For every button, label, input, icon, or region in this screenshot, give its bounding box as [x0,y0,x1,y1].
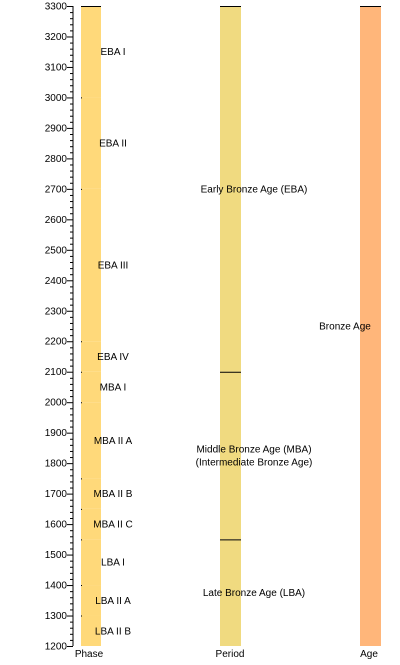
segment-label-period: Late Bronze Age (LBA) [203,588,305,599]
segment-label-period: (Intermediate Bronze Age) [196,458,313,469]
y-tick-label: 1800 [45,459,68,470]
bar-phase-lba-ii-b [81,615,101,646]
bar-period-late-bronze-age-lba [220,539,241,646]
bar-phase-mba-ii-b [81,478,101,509]
y-tick-label: 1500 [45,550,68,561]
bar-phase-mba-i [81,371,101,403]
bar-phase-lba-ii-a [81,585,101,616]
y-tick-label: 1700 [45,489,68,500]
segment-label-period: Middle Bronze Age (MBA) [196,445,311,456]
y-tick-label: 1900 [45,428,68,439]
segment-label-phase: EBA III [98,261,129,272]
y-tick-label: 1200 [45,642,68,653]
segment-label-age: Bronze Age [319,322,371,333]
segment-label-period: Early Bronze Age (EBA) [201,184,308,195]
segment-label-phase: LBA II B [95,626,131,637]
column-label-period: Period [216,649,245,660]
bar-phase-lba-i [81,539,101,586]
y-tick-label: 2900 [45,123,68,134]
bar-phase-eba-i [81,6,101,98]
column-label-phase: Phase [75,649,104,660]
segment-label-phase: MBA II C [93,520,132,531]
y-tick-label: 2800 [45,154,68,165]
y-tick-label: 1600 [45,520,68,531]
y-tick-label: 1400 [45,581,68,592]
y-tick-label: 2600 [45,215,68,226]
segment-label-phase: LBA I [101,558,125,569]
column-label-age: Age [360,649,378,660]
segment-label-phase: EBA II [99,139,127,150]
segment-labels: EBA I EBA II EBA III EBA IV MBA I MBA II A MBA… [93,47,371,637]
bar-age-bronze-age [360,6,381,646]
timeline-bars [81,6,381,646]
y-tick-label: 3200 [45,32,68,43]
bar-phase-eba-iv [81,341,101,372]
y-tick-label: 2000 [45,398,68,409]
y-tick-label: 2200 [45,337,68,348]
y-tick-label: 2700 [45,184,68,195]
column-labels: Phase Period Age [75,649,379,660]
y-tick-label: 3000 [45,93,68,104]
segment-label-phase: MBA I [100,382,127,393]
y-tick-label: 2400 [45,276,68,287]
bar-phase-eba-ii [81,97,101,189]
y-tick-label: 2100 [45,367,68,378]
y-tick-label: 3300 [45,2,68,13]
bar-phase-eba-iii [81,188,101,342]
y-tick-label: 2300 [45,306,68,317]
segment-label-phase: EBA IV [97,352,129,363]
bar-phase-mba-ii-c [81,508,101,540]
bar-phase-mba-ii-a [81,402,101,479]
segment-label-phase: MBA II B [94,489,133,500]
y-axis: 1200 1300 1400 1500 1600 1700 1800 1900 2000 2100… [45,2,74,653]
y-tick-label: 2500 [45,245,68,256]
segment-label-phase: MBA II A [94,436,133,447]
bar-period-early-bronze-age-eba [220,6,241,372]
bar-period-middle-bronze-age-mba-intermediate-bronze-age [220,371,241,540]
segment-label-phase: LBA II A [95,596,131,607]
y-tick-label: 1300 [45,611,68,622]
segment-label-phase: EBA I [100,47,125,58]
y-tick-label: 3100 [45,62,68,73]
